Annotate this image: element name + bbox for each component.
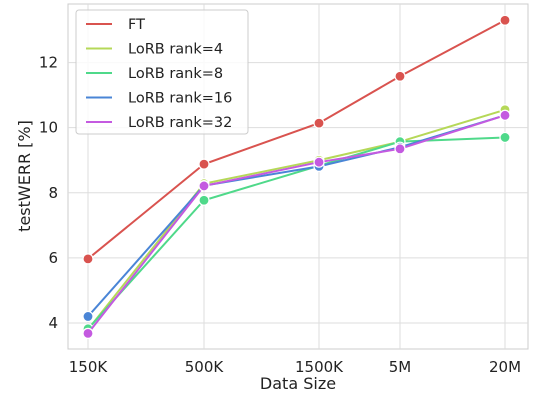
legend-item: LoRB rank=8 xyxy=(86,66,223,82)
series xyxy=(82,14,511,265)
legend-item: LoRB rank=4 xyxy=(86,42,223,58)
x-tick-label: 20M xyxy=(489,358,521,376)
legend-box xyxy=(75,9,249,135)
x-tick-label: 150K xyxy=(69,358,109,376)
data-point xyxy=(499,131,511,144)
data-point xyxy=(82,327,94,339)
x-tick-label: 500K xyxy=(185,358,225,376)
legend-item: FT xyxy=(86,17,145,33)
y-tick-label: 10 xyxy=(39,119,58,137)
x-tick-label: 5M xyxy=(389,358,412,376)
data-point xyxy=(198,180,210,192)
legend-label: FT xyxy=(128,17,145,33)
legend: FT LoRB rank=4 LoRB rank=8 LoRB rank=16 LoRB… xyxy=(75,9,249,135)
data-point xyxy=(499,109,511,121)
y-tick-label: 4 xyxy=(48,314,58,332)
series-group xyxy=(82,14,511,339)
y-tick-label: 8 xyxy=(48,184,58,202)
data-point xyxy=(313,156,325,168)
data-point xyxy=(394,70,406,82)
y-ticks: 4 6 8 10 12 xyxy=(39,54,58,332)
legend-label: LoRB rank=8 xyxy=(128,66,223,82)
y-tick-label: 12 xyxy=(39,54,58,72)
data-point xyxy=(82,310,94,323)
data-point xyxy=(198,194,210,206)
x-axis-label: Data Size xyxy=(260,374,336,393)
y-axis-label: testWERR [%] xyxy=(15,120,34,232)
legend-label: LoRB rank=16 xyxy=(128,91,232,107)
x-tick-label: 1500K xyxy=(295,358,344,376)
data-point xyxy=(499,14,511,26)
legend-item: LoRB rank=16 xyxy=(86,91,232,107)
data-point xyxy=(313,117,325,129)
series xyxy=(82,109,511,339)
legend-label: LoRB rank=4 xyxy=(128,42,223,58)
x-ticks: 150K 500K 1500K 5M 20M xyxy=(69,358,521,376)
legend-label: LoRB rank=32 xyxy=(128,115,232,131)
y-tick-label: 6 xyxy=(48,249,58,267)
data-point xyxy=(198,158,210,170)
data-point xyxy=(394,143,406,155)
legend-item: LoRB rank=32 xyxy=(86,115,232,131)
data-point xyxy=(82,253,94,265)
